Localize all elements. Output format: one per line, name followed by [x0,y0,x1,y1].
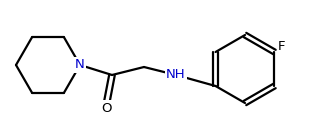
Text: F: F [278,41,285,54]
Text: O: O [102,102,112,115]
Text: N: N [75,58,85,72]
Text: NH: NH [166,68,186,82]
